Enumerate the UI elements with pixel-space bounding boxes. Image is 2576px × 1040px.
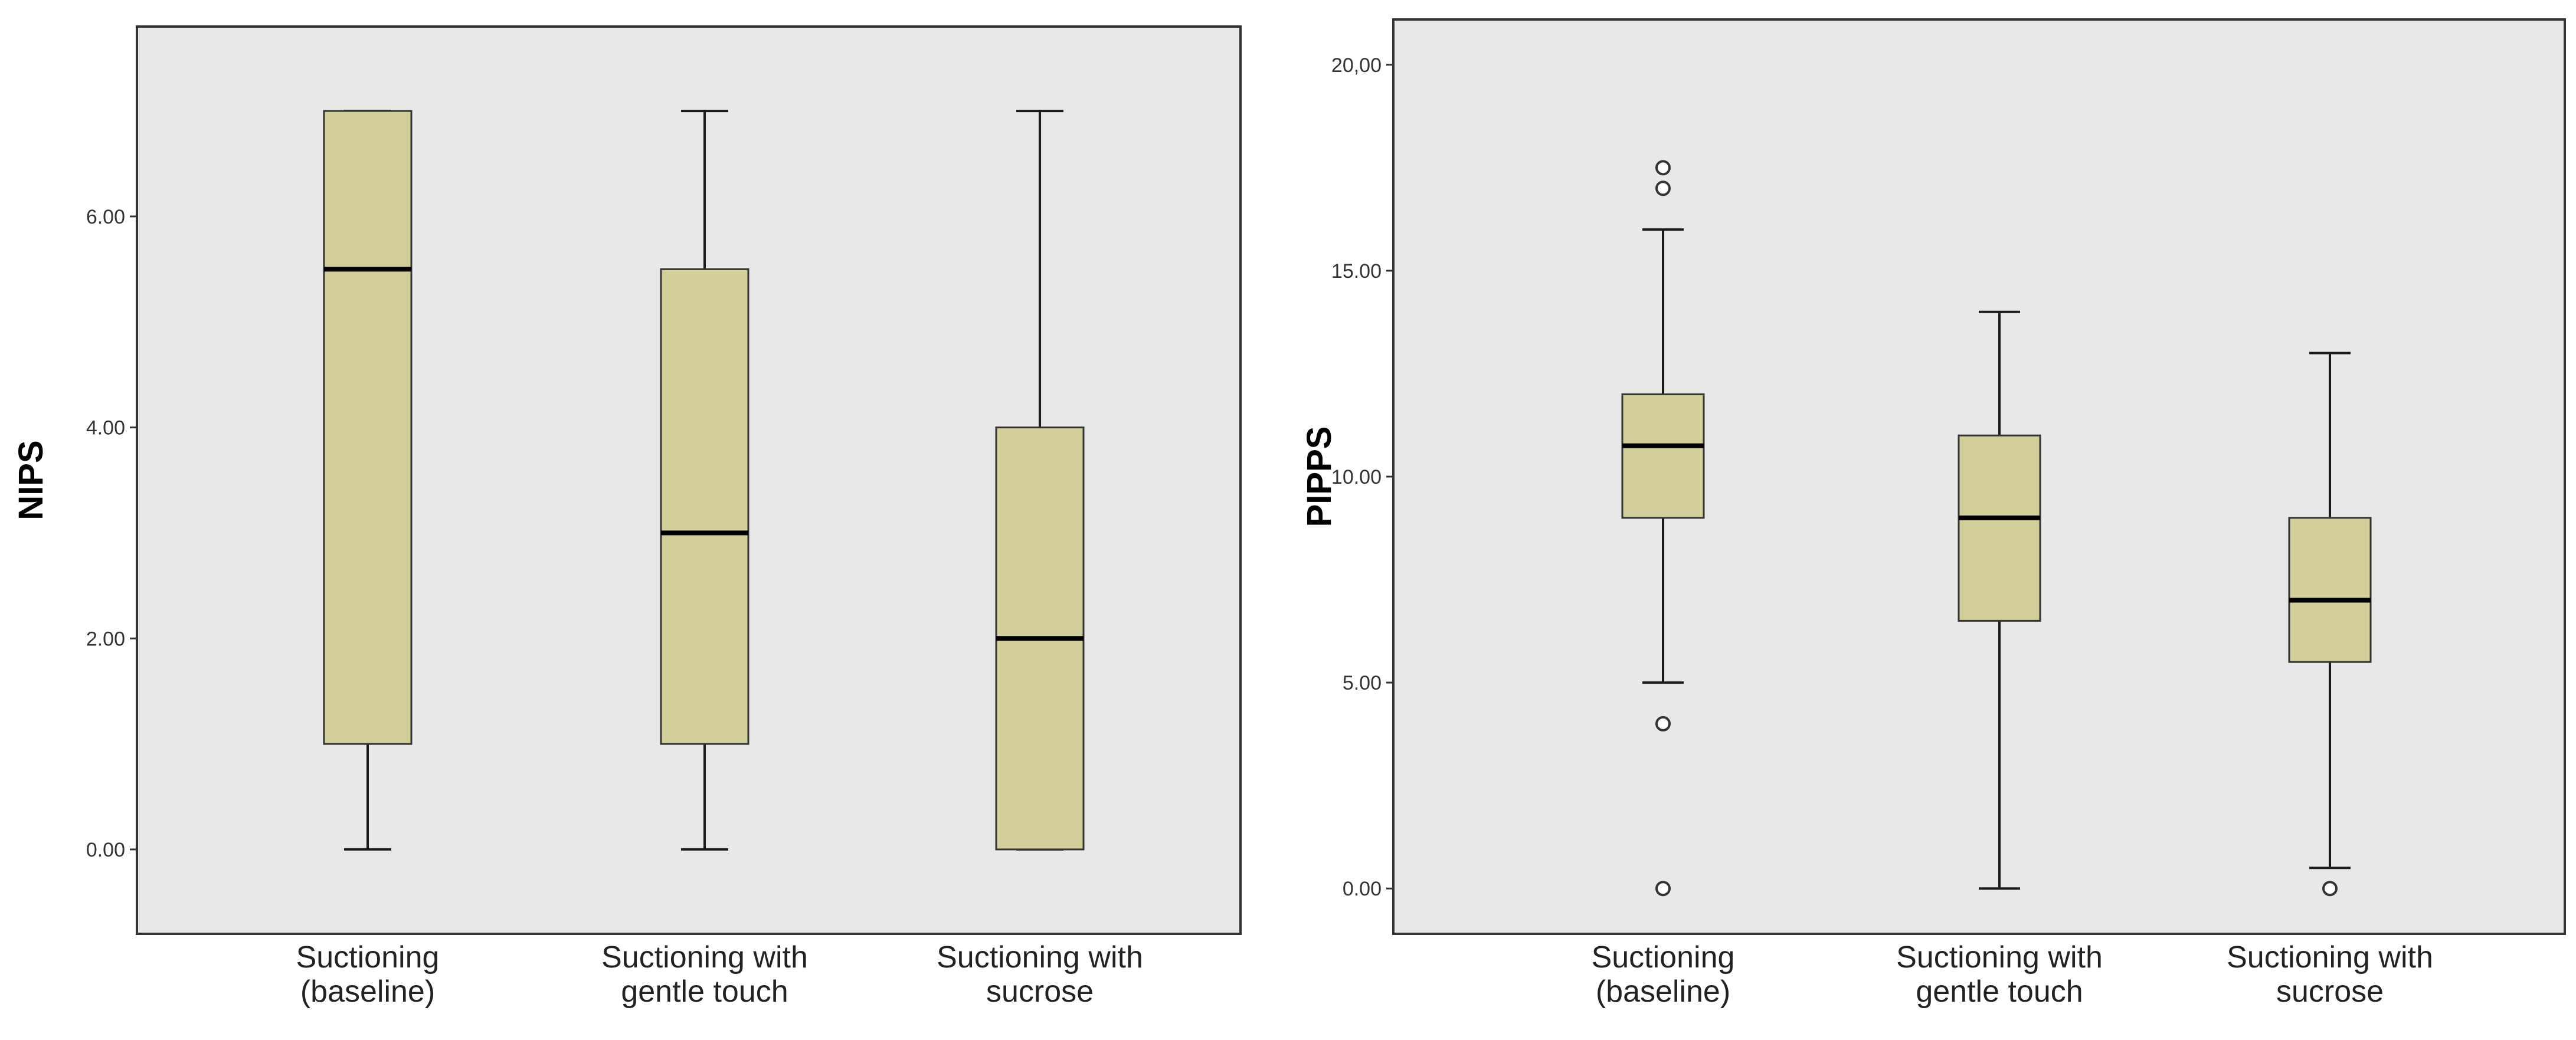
iqr-box xyxy=(323,110,413,745)
category-label-line: Suctioning with xyxy=(1896,940,2103,975)
category-label-line: Suctioning with xyxy=(937,940,1143,975)
category-label-line: Suctioning xyxy=(296,940,440,975)
pipps-y-tick-label: 10.00 xyxy=(1331,466,1382,488)
outlier-point xyxy=(1655,181,1671,196)
pipps-y-tick-label: 5.00 xyxy=(1343,672,1382,694)
pipps-y-axis: 0.00 5.00 10.00 15.00 20,00 xyxy=(1331,54,1393,900)
nips-box-1 xyxy=(323,110,413,851)
category-label-line: sucrose xyxy=(986,975,1094,1009)
pipps-y-axis-title: PIPPS xyxy=(1300,427,1338,527)
pipps-x-axis: Suctioning (baseline)Suctioning with gentl… xyxy=(1592,940,2433,1009)
category-label-line: Suctioning with xyxy=(601,940,808,975)
nips-y-axis: 0.00 2.00 4.00 6.00 xyxy=(86,206,137,861)
nips-y-tick-label: 2.00 xyxy=(86,628,125,650)
pipps-category-label: Suctioning with sucrose xyxy=(2227,940,2433,1009)
pipps-box-1 xyxy=(1621,160,1705,897)
pipps-y-tick-label: 20,00 xyxy=(1331,54,1382,77)
outlier-point xyxy=(1655,716,1671,731)
pipps-box-2 xyxy=(1958,310,2041,890)
pipps-category-label: Suctioning with gentle touch xyxy=(1896,940,2103,1009)
nips-boxplot-panel: NIPS 0.00 2.00 4.00 6.00 Suctioning (baselin… xyxy=(12,25,1242,1009)
outlier-point xyxy=(1655,881,1671,897)
pipps-boxplot-panel: PIPPS 0.00 5.00 10.00 15.00 20,00 Suctioning… xyxy=(1300,18,2566,1009)
category-label-line: gentle touch xyxy=(621,975,788,1009)
outlier-point xyxy=(1655,160,1671,176)
iqr-box xyxy=(660,268,749,745)
category-label-line: gentle touch xyxy=(1916,975,2083,1009)
nips-boxes xyxy=(323,110,1085,851)
nips-y-axis-title: NIPS xyxy=(12,440,50,520)
pipps-box-3 xyxy=(2288,352,2372,897)
outlier-point xyxy=(2322,881,2338,897)
category-label-line: Suctioning with xyxy=(2227,940,2433,975)
nips-category-label: Suctioning (baseline) xyxy=(296,940,440,1009)
nips-x-axis: Suctioning (baseline)Suctioning with gentl… xyxy=(296,940,1143,1009)
nips-y-tick-label: 6.00 xyxy=(86,206,125,228)
category-label-line: Suctioning xyxy=(1592,940,1735,975)
category-label-line: (baseline) xyxy=(300,975,435,1009)
iqr-box xyxy=(1621,393,1705,519)
pipps-y-tick-label: 0.00 xyxy=(1343,878,1382,900)
iqr-box xyxy=(1958,434,2041,622)
pipps-boxes xyxy=(1621,160,2372,897)
nips-box-2 xyxy=(660,110,749,851)
nips-category-label: Suctioning with sucrose xyxy=(937,940,1143,1009)
category-label-line: (baseline) xyxy=(1596,975,1730,1009)
nips-y-tick-label: 4.00 xyxy=(86,417,125,439)
iqr-box xyxy=(2288,517,2372,663)
nips-category-label: Suctioning with gentle touch xyxy=(601,940,808,1009)
category-label-line: sucrose xyxy=(2276,975,2384,1009)
nips-box-3 xyxy=(995,110,1085,851)
pipps-category-label: Suctioning (baseline) xyxy=(1592,940,1735,1009)
nips-y-tick-label: 0.00 xyxy=(86,839,125,861)
pipps-y-tick-label: 15.00 xyxy=(1331,260,1382,283)
